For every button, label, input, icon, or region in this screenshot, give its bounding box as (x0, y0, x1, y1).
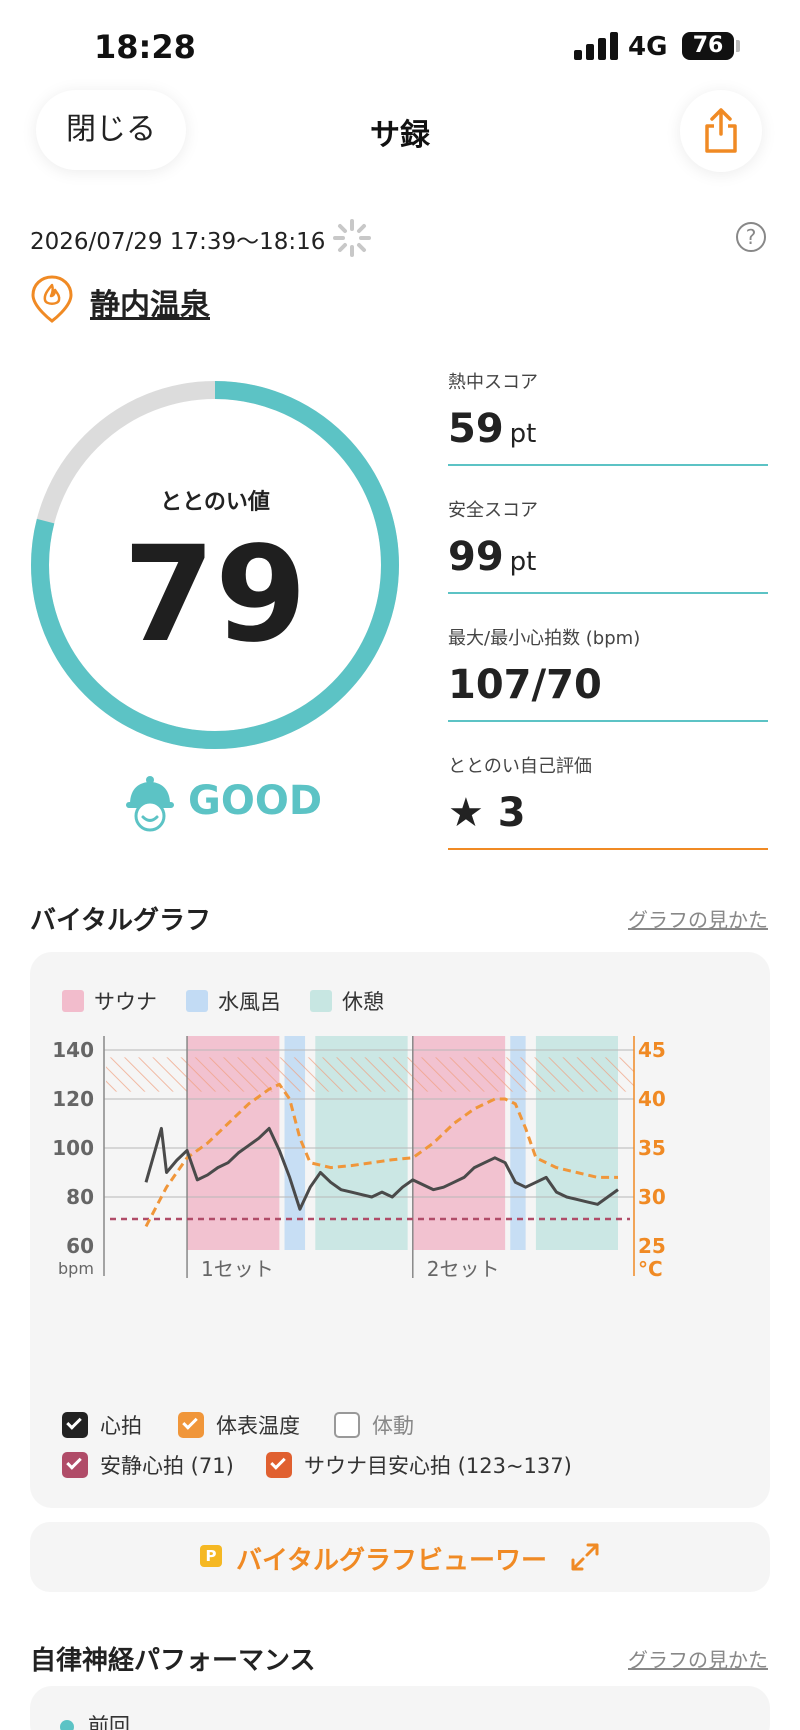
heart-rate-line (144, 1126, 619, 1211)
star-icon: ★ (448, 790, 484, 836)
legend-label: 休憩 (342, 990, 384, 1014)
facility-pin-icon (31, 275, 73, 323)
toggle-body-motion[interactable]: 体動 (334, 1410, 414, 1440)
battery-tip (736, 40, 740, 52)
toggle-heart-rate[interactable]: 心拍 (62, 1410, 142, 1440)
totonoi-label: ととのい値 (160, 490, 270, 515)
toggle-label: 体表温度 (216, 1414, 300, 1438)
vital-graph-viewer-button[interactable]: P バイタルグラフビューワー (30, 1522, 770, 1592)
vital-graph-title: バイタルグラフ (30, 906, 211, 936)
heat-score-value: 59 (448, 406, 504, 452)
y-axis-label-right: °C (638, 1257, 663, 1281)
target-hr-band (106, 1057, 634, 1092)
legend-label: サウナ (94, 990, 157, 1014)
set-label: 1セット (201, 1257, 274, 1281)
skin-temp-line (144, 1082, 618, 1228)
heat-score: 熱中スコア 59 pt (448, 368, 768, 452)
mascot-icon (126, 776, 174, 832)
heat-score-unit: pt (509, 419, 537, 449)
self-rating[interactable]: ととのい自己評価 ★ 3 (448, 752, 768, 836)
y-tick-left: 140 (52, 1038, 94, 1062)
toggle-skin-temp[interactable]: 体表温度 (178, 1410, 300, 1440)
toggle-resting-hr[interactable]: 安静心拍 (71) (62, 1450, 234, 1480)
y-tick-left: 100 (52, 1136, 94, 1160)
divider (448, 464, 768, 466)
toggle-label: 心拍 (100, 1414, 142, 1438)
legend-swatch (310, 990, 332, 1012)
safety-score-value: 99 (448, 534, 504, 580)
session-datetime: 2026/07/29 17:39～18:16 (30, 229, 326, 255)
loading-spinner-icon (333, 219, 371, 257)
status-time: 18:28 (94, 28, 196, 66)
legend-rest: 休憩 (310, 986, 384, 1016)
toggle-target-hr[interactable]: サウナ目安心拍 (123~137) (266, 1450, 572, 1480)
divider (448, 720, 768, 722)
y-tick-left: 80 (66, 1185, 94, 1209)
heart-rate-value: 107/70 (448, 662, 602, 708)
autonomic-guide-link[interactable]: グラフの見かた (628, 1648, 768, 1672)
battery-icon: 76 (682, 32, 734, 60)
premium-icon: P (200, 1545, 222, 1567)
viewer-label: バイタルグラフビューワー (236, 1546, 547, 1576)
legend-sauna: サウナ (62, 986, 157, 1016)
share-button[interactable] (680, 90, 762, 172)
close-button[interactable]: 閉じる (36, 90, 186, 170)
totonoi-progress-arc (31, 381, 399, 749)
share-icon (705, 108, 737, 153)
y-tick-right: 40 (638, 1087, 666, 1111)
vital-graph-guide-link[interactable]: グラフの見かた (628, 908, 768, 932)
safety-score-label: 安全スコア (448, 500, 538, 521)
totonoi-gauge (31, 381, 399, 749)
facility-name-link[interactable]: 静内温泉 (90, 288, 210, 323)
toggle-label: サウナ目安心拍 (123~137) (304, 1454, 572, 1478)
safety-score-unit: pt (509, 547, 537, 577)
legend-label: 水風呂 (218, 990, 281, 1014)
safety-score: 安全スコア 99 pt (448, 496, 768, 580)
autonomic-performance-title: 自律神経パフォーマンス (30, 1646, 316, 1676)
legend-swatch (62, 990, 84, 1012)
totonoi-value: 79 (123, 518, 307, 672)
set-label: 2セット (427, 1257, 500, 1281)
heart-rate-label: 最大/最小心拍数 (bpm) (448, 628, 641, 649)
toggle-label: 体動 (372, 1414, 414, 1438)
y-axis-label-left: bpm (58, 1259, 94, 1278)
y-tick-left: 120 (52, 1087, 94, 1111)
legend-dot (60, 1720, 74, 1730)
help-icon[interactable]: ? (736, 222, 766, 252)
y-tick-right: 45 (638, 1038, 666, 1062)
legend-cold-bath: 水風呂 (186, 986, 281, 1016)
status-bar: 18:28 4G 76 (0, 0, 800, 90)
totonoi-rating: GOOD (188, 778, 323, 824)
y-tick-right: 30 (638, 1185, 666, 1209)
signal-icon (574, 32, 618, 60)
expand-icon (571, 1543, 599, 1571)
y-tick-right: 35 (638, 1136, 666, 1160)
previous-label: 前回 (88, 1714, 130, 1730)
divider (448, 592, 768, 594)
y-tick-left: 60 (66, 1234, 94, 1258)
heart-rate-range: 最大/最小心拍数 (bpm) 107/70 (448, 624, 768, 708)
toggle-label: 安静心拍 (71) (100, 1454, 234, 1478)
legend-swatch (186, 990, 208, 1012)
divider (448, 848, 768, 850)
y-tick-right: 25 (638, 1234, 666, 1258)
self-rating-value: 3 (497, 790, 526, 836)
page-title: サ録 (370, 118, 430, 153)
self-rating-label: ととのい自己評価 (448, 756, 592, 777)
network-type: 4G (628, 32, 668, 62)
heat-score-label: 熱中スコア (448, 372, 538, 393)
autonomic-performance-card: 前回 (30, 1686, 770, 1730)
